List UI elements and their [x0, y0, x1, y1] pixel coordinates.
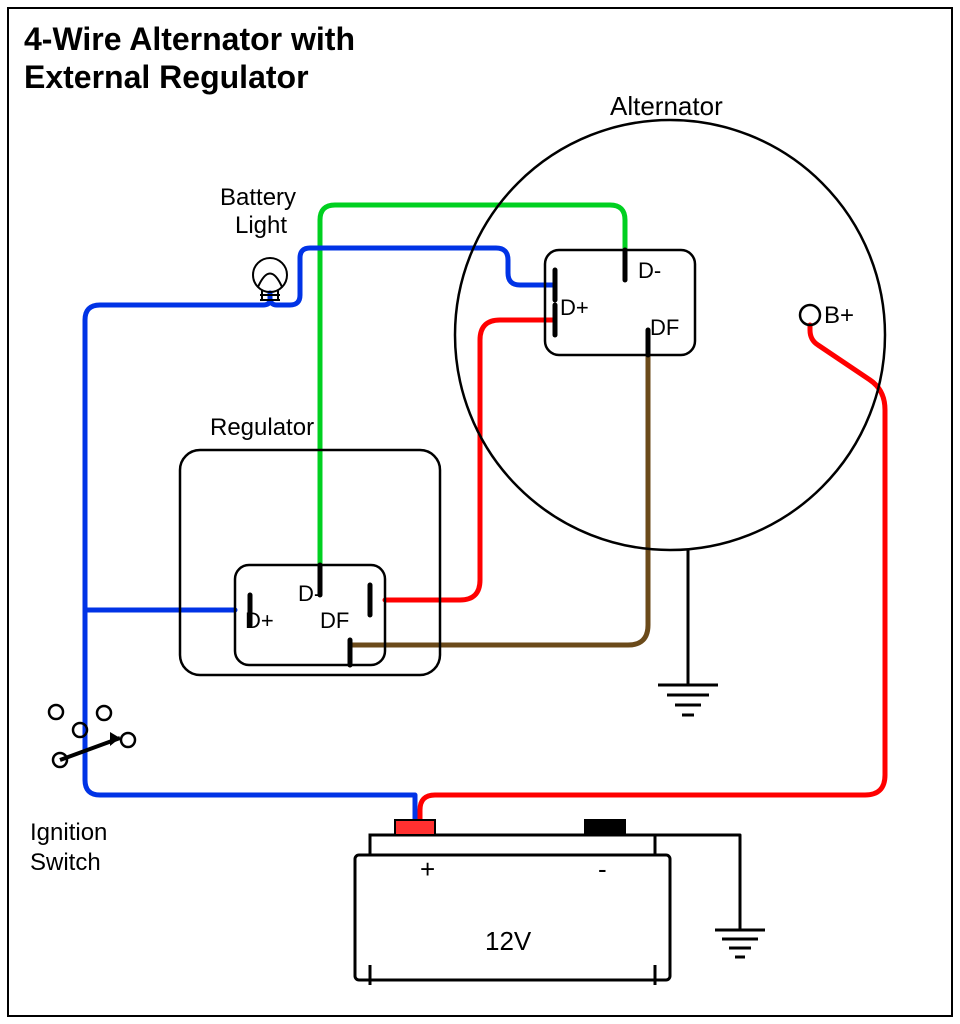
label-alt-dplus: D+ — [560, 295, 589, 320]
label-alternator: Alternator — [610, 91, 723, 121]
wire-red-bplus — [420, 325, 885, 820]
wire-brown — [350, 355, 648, 665]
wires — [85, 205, 885, 930]
label-battery-light-1: Battery — [220, 184, 296, 211]
label-reg-df: DF — [320, 608, 349, 633]
bplus-terminal — [800, 305, 820, 325]
label-batt-12v: 12V — [485, 926, 532, 956]
title-line2: External Regulator — [24, 59, 309, 95]
wire-red-df — [385, 320, 555, 600]
regulator-box — [180, 450, 440, 675]
label-alt-df: DF — [650, 315, 679, 340]
title-line1: 4-Wire Alternator with — [24, 21, 355, 57]
ground-battery-icon — [715, 930, 765, 957]
label-batt-minus: - — [598, 854, 607, 884]
label-ignition-2: Switch — [30, 849, 101, 876]
label-regulator: Regulator — [210, 414, 314, 441]
label-bplus: B+ — [824, 302, 854, 329]
label-alt-dminus: D- — [638, 258, 661, 283]
label-ignition-1: Ignition — [30, 819, 107, 846]
ground-alternator-icon — [658, 685, 718, 715]
label-batt-plus: + — [420, 854, 435, 884]
wire-blue-alt — [270, 248, 555, 305]
label-battery-light-2: Light — [235, 212, 287, 239]
label-reg-dminus: D- — [298, 581, 321, 606]
label-reg-dplus: D+ — [245, 608, 274, 633]
battery-icon — [355, 820, 670, 985]
ignition-switch-icon — [49, 705, 135, 767]
wiring-diagram: 4-Wire Alternator with External Regulato… — [0, 0, 960, 1024]
